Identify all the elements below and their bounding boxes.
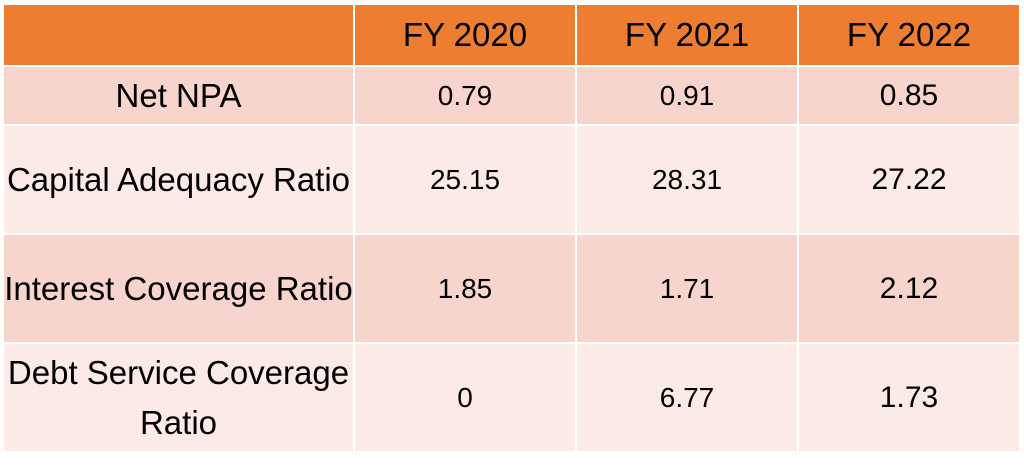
table-cell: 0.79 — [353, 65, 577, 126]
row-label: Debt Service Coverage Ratio — [2, 342, 355, 453]
table-row: Net NPA 0.79 0.91 0.85 — [2, 65, 1021, 126]
row-label: Net NPA — [2, 65, 355, 126]
table-cell: 1.85 — [353, 233, 577, 344]
row-label: Capital Adequacy Ratio — [2, 124, 355, 235]
table-cell: 2.12 — [797, 233, 1021, 344]
table-cell: 1.73 — [797, 342, 1021, 453]
table-header-row: FY 2020 FY 2021 FY 2022 — [2, 3, 1021, 67]
table-cell: 25.15 — [353, 124, 577, 235]
header-cell-fy2020: FY 2020 — [353, 3, 577, 67]
financial-ratios-table: FY 2020 FY 2021 FY 2022 Net NPA 0.79 0.9… — [2, 3, 1021, 453]
table-cell: 0 — [353, 342, 577, 453]
header-cell-fy2022: FY 2022 — [797, 3, 1021, 67]
row-label: Interest Coverage Ratio — [2, 233, 355, 344]
table-cell: 0.85 — [797, 65, 1021, 126]
table-row: Interest Coverage Ratio 1.85 1.71 2.12 — [2, 233, 1021, 344]
table-cell: 1.71 — [575, 233, 799, 344]
table-row: Debt Service Coverage Ratio 0 6.77 1.73 — [2, 342, 1021, 453]
table-cell: 6.77 — [575, 342, 799, 453]
header-cell-fy2021: FY 2021 — [575, 3, 799, 67]
table-cell: 28.31 — [575, 124, 799, 235]
table-cell: 27.22 — [797, 124, 1021, 235]
table-cell: 0.91 — [575, 65, 799, 126]
header-cell-empty — [2, 3, 355, 67]
table-row: Capital Adequacy Ratio 25.15 28.31 27.22 — [2, 124, 1021, 235]
